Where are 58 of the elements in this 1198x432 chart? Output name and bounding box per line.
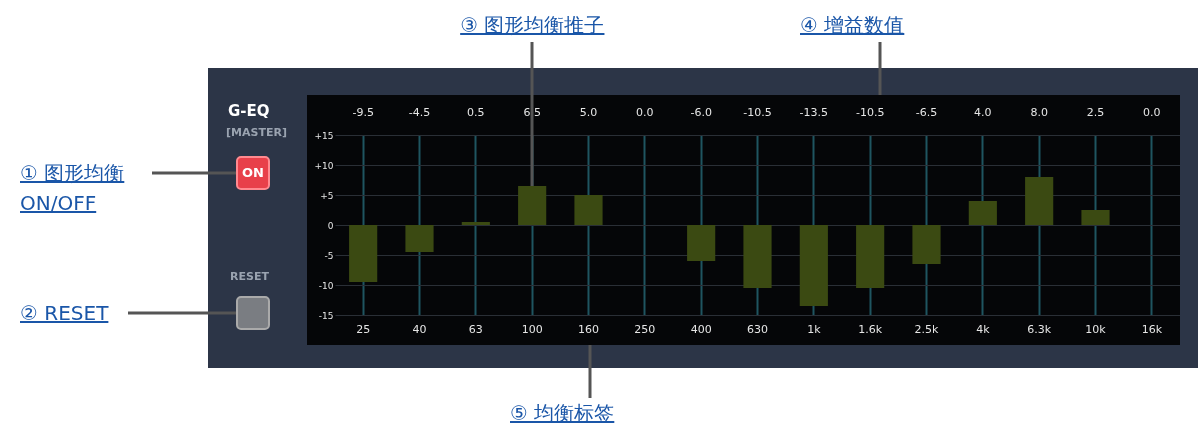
y-tick-label: -5 [324, 250, 334, 261]
chart-subtitle: [MASTER] [226, 126, 287, 139]
data-label: 0.0 [636, 106, 654, 119]
bar [1081, 210, 1110, 225]
annotation: ③ 图形均衡推子 [460, 12, 605, 39]
y-tick-label: -10 [318, 280, 334, 291]
x-tick-label: 2.5k [914, 322, 940, 336]
text: ④ 增益数值 [800, 12, 905, 39]
x-tick-label: 63 [468, 322, 483, 336]
data-label: 0.5 [467, 106, 485, 119]
bar [461, 222, 490, 225]
data-label: 4.0 [974, 106, 992, 119]
x-tick-label: 400 [690, 322, 712, 336]
chart-title: G-EQ [228, 102, 270, 120]
y-tick-label: -15 [318, 310, 334, 321]
x-tick-label: 16k [1141, 322, 1163, 336]
y-tick-label: +15 [314, 130, 334, 141]
data-label: 2.5 [1086, 106, 1105, 119]
y-tick-label: 0 [327, 220, 334, 231]
x-tick-label: 40 [412, 322, 427, 336]
bar [968, 201, 997, 225]
x-tick-label: 100 [521, 322, 543, 336]
data-label: 5.0 [579, 106, 598, 119]
bar [743, 225, 772, 288]
x-tick-label: 4k [976, 322, 991, 336]
bar [912, 225, 941, 264]
y-tick-label: +10 [314, 160, 334, 171]
x-tick-label: 10k [1085, 322, 1107, 336]
data-label: -4.5 [408, 106, 431, 119]
bar [405, 225, 434, 252]
bar [574, 195, 603, 225]
x-tick-label: 160 [578, 322, 599, 336]
x-tick-label: 630 [747, 322, 768, 336]
text: RESET [230, 270, 269, 283]
text: ① 图形均衡 ON/OFF [20, 160, 126, 217]
bar [349, 225, 378, 282]
x-tick-label: 1.6k [858, 322, 883, 336]
data-label: -9.5 [352, 106, 374, 119]
text: ⑤ 均衡标签 [510, 400, 615, 427]
bar [518, 186, 547, 225]
text: ② RESET [20, 300, 109, 327]
x-tick-label: 6.3k [1027, 322, 1052, 336]
bar [799, 225, 828, 306]
bar [687, 225, 716, 261]
x-tick-label: 25 [356, 322, 371, 336]
y-tick-label: +5 [320, 190, 334, 201]
data-label: -10.5 [855, 106, 885, 119]
x-tick-label: 250 [634, 322, 656, 336]
data-label: -6.5 [915, 106, 938, 119]
bar [856, 225, 885, 288]
data-label: 0.0 [1143, 106, 1161, 119]
data-label: 6.5 [523, 106, 541, 119]
data-label: -10.5 [743, 106, 772, 119]
data-label: 8.0 [1030, 106, 1048, 119]
data-label: -13.5 [799, 106, 829, 119]
x-tick-label: 1k [807, 322, 822, 336]
data-label: -6.0 [690, 106, 712, 119]
bar [1025, 177, 1054, 225]
